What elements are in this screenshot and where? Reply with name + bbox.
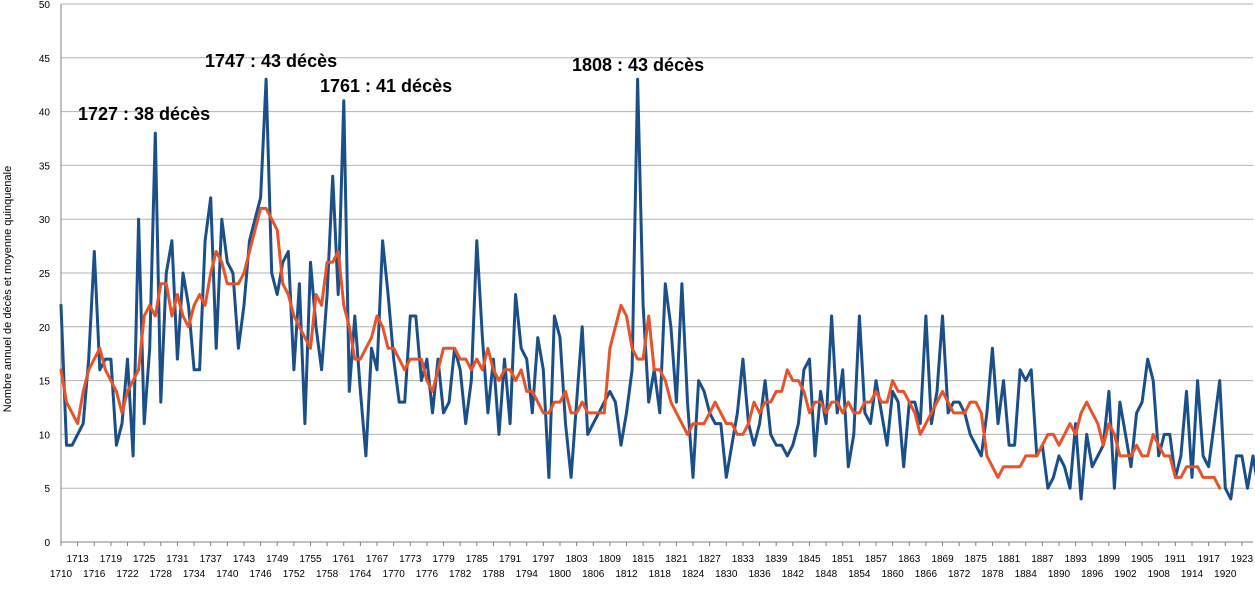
x-tick-label: 1887 [1031,554,1054,565]
x-tick-label: 1902 [1114,569,1137,580]
x-tick-label: 1713 [67,554,90,565]
x-tick-label: 1722 [116,569,139,580]
x-tick-label: 1833 [732,554,755,565]
x-tick-label: 1824 [682,569,705,580]
y-tick-label: 30 [39,215,51,226]
x-tick-label: 1884 [1015,569,1038,580]
x-tick-label: 1839 [765,554,788,565]
y-tick-label: 10 [39,430,51,441]
y-tick-label: 5 [44,484,50,495]
x-tick-labels: 1713 1719 1725 1731 1737 1743 1749 1755 1761 1767… [50,554,1254,580]
x-tick-label: 1821 [665,554,688,565]
annotation-label: 1808 : 43 décès [572,55,704,75]
annotation-label: 1727 : 38 décès [78,104,210,124]
x-tick-label: 1737 [200,554,223,565]
x-tick-label: 1767 [366,554,389,565]
x-tick-label: 1845 [798,554,821,565]
x-tick-label: 1719 [100,554,123,565]
y-tick-label: 25 [39,269,51,280]
x-tick-label: 1890 [1048,569,1071,580]
x-tick-label: 1752 [283,569,306,580]
x-tick-label: 1875 [965,554,988,565]
x-tick-label: 1809 [599,554,622,565]
x-tick-label: 1836 [748,569,771,580]
x-tick-label: 1899 [1098,554,1121,565]
y-tick-labels: 0 5 10 15 20 25 30 35 40 45 50 [39,0,51,549]
x-tick-label: 1716 [83,569,106,580]
x-tick-label: 1893 [1064,554,1087,565]
x-tick-label: 1815 [632,554,655,565]
x-tick-label: 1776 [416,569,439,580]
y-tick-label: 20 [39,323,51,334]
series-lines [59,77,1255,501]
annotation-label: 1761 : 41 décès [320,76,452,96]
x-tick-label: 1878 [981,569,1004,580]
x-tick-label: 1806 [582,569,605,580]
y-tick-label: 45 [39,54,51,65]
x-tick-label: 1854 [848,569,871,580]
x-tick-label: 1851 [832,554,855,565]
x-tick-label: 1827 [699,554,722,565]
x-tick-label: 1857 [865,554,888,565]
x-tick-label: 1872 [948,569,971,580]
y-axis-label: Nombre annuel de décès et moyenne quinqu… [2,166,14,412]
x-tick-label: 1725 [133,554,156,565]
x-tick-label: 1920 [1214,569,1237,580]
x-tick-label: 1863 [898,554,921,565]
x-tick-label: 1755 [299,554,322,565]
x-tick-label: 1773 [399,554,422,565]
x-tick-label: 1734 [183,569,206,580]
x-tick-label: 1908 [1148,569,1171,580]
y-tick-label: 35 [39,161,51,172]
x-tick-label: 1866 [915,569,938,580]
x-tick-label: 1797 [532,554,555,565]
x-tick-label: 1917 [1198,554,1221,565]
x-tick-label: 1896 [1081,569,1104,580]
x-tick-label: 1710 [50,569,73,580]
x-tick-label: 1764 [349,569,372,580]
x-tick-label: 1791 [499,554,522,565]
x-tick-label: 1812 [615,569,638,580]
x-tick-label: 1794 [516,569,539,580]
x-tick-label: 1803 [565,554,588,565]
x-tick-label: 1785 [466,554,489,565]
y-tick-label: 15 [39,377,51,388]
annotation-label: 1747 : 43 décès [205,51,337,71]
x-tick-label: 1746 [249,569,272,580]
gridlines [61,3,1253,543]
x-tick-label: 1923 [1231,554,1254,565]
x-tick-label: 1758 [316,569,339,580]
x-tick-label: 1770 [383,569,406,580]
x-tick-label: 1905 [1131,554,1154,565]
x-tick-label: 1740 [216,569,239,580]
x-tick-label: 1728 [150,569,173,580]
y-tick-label: 50 [39,0,51,11]
x-tick-label: 1779 [432,554,455,565]
annual-deaths-line [59,77,1255,501]
x-tick-label: 1911 [1165,554,1187,565]
x-tick-label: 1842 [782,569,805,580]
y-tick-label: 0 [44,538,50,549]
x-tick-label: 1869 [931,554,954,565]
x-tick-label: 1761 [333,554,356,565]
x-tick-label: 1818 [649,569,672,580]
x-tick-label: 1830 [715,569,738,580]
x-tick-label: 1731 [166,554,189,565]
x-tick-label: 1800 [549,569,572,580]
x-tick-label: 1782 [449,569,472,580]
y-tick-label: 40 [39,108,51,119]
moving-average-line [59,206,1222,490]
x-tick-label: 1914 [1181,569,1204,580]
x-tick-label: 1860 [882,569,905,580]
x-tick-label: 1848 [815,569,838,580]
annotations: 1727 : 38 décès 1747 : 43 décès 1761 : 41 … [78,51,704,124]
x-tick-label: 1749 [266,554,289,565]
x-tick-label: 1743 [233,554,256,565]
x-tick-label: 1788 [482,569,505,580]
x-tick-label: 1881 [998,554,1021,565]
axes [60,4,1253,546]
